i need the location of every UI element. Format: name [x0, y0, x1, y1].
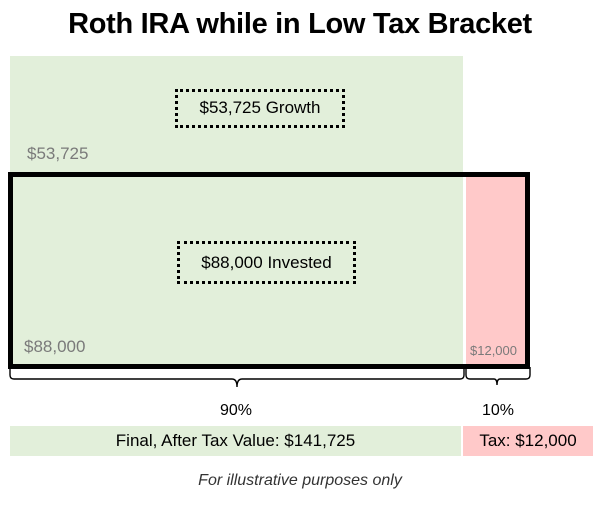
invested-value: $88,000: [24, 337, 86, 356]
growth-block: [10, 56, 463, 174]
left-brace: [9, 367, 465, 388]
diagram-title: Roth IRA while in Low Tax Bracket: [68, 8, 532, 40]
invested-block: [12, 176, 463, 368]
tax-block: [466, 176, 530, 366]
final-value-bar: Final, After Tax Value: $141,725: [10, 426, 461, 456]
invested-outline: [8, 172, 530, 369]
right-percent: 10%: [482, 402, 515, 419]
left-percent: 90%: [220, 402, 253, 419]
growth-label: $53,725 Growth: [175, 89, 345, 128]
invested-label: $88,000 Invested: [177, 241, 356, 284]
right-brace: [465, 367, 531, 386]
tax-bar: Tax: $12,000: [463, 426, 593, 456]
split-brace: [9, 367, 531, 388]
growth-value: $53,725: [27, 144, 89, 163]
caption: For illustrative purposes only: [198, 472, 402, 489]
tax-value: $12,000: [470, 343, 517, 358]
